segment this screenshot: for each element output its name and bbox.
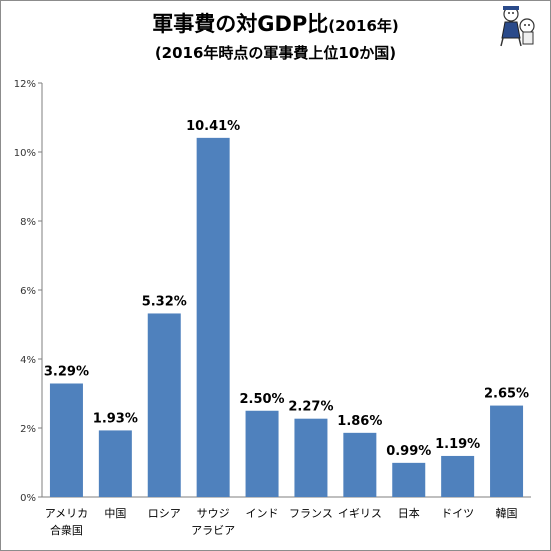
bar [196,137,230,498]
x-tick-label: イギリス [338,507,382,520]
bar [441,455,475,497]
bar [392,462,426,497]
bars-group [49,137,524,498]
x-tick-label: 中国 [104,507,126,520]
y-tick-label: 4% [20,355,36,366]
y-tick-label: 8% [20,217,36,228]
y-tick-label: 6% [20,286,36,297]
x-tick-label: 韓国 [496,507,518,520]
x-tick-label: インド [246,507,279,520]
bar [49,383,83,497]
data-label: 10.41% [186,119,240,134]
bar [490,405,524,497]
data-label: 2.27% [288,400,333,415]
bar [245,410,279,497]
x-tick-label: ロシア [148,507,181,520]
chart-title-main: 軍事費の対GDP比 [152,12,329,36]
chart-subtitle: (2016年時点の軍事費上位10か国) [154,44,397,62]
data-labels-group: 3.29% 1.93% 5.32% 10.41% 2.50% 2.27% 1.86% 0.99… [44,119,529,459]
chart-title-suffix: (2016年) [328,17,399,35]
data-label: 1.19% [435,437,480,452]
data-label: 0.99% [386,444,431,459]
bar [294,418,328,497]
data-label: 1.86% [337,414,382,429]
mascot-icon [500,6,535,47]
bar [147,313,181,497]
chart-title: 軍事費の対GDP比(2016年) [0,8,551,38]
y-tick-label: 2% [20,424,36,435]
bar [98,430,132,497]
y-tick-label: 12% [14,79,36,90]
y-tick-label: 10% [14,148,36,159]
x-tick-label: フランス [289,507,333,520]
x-tick-label: アメリカ合衆国 [45,507,88,537]
x-tick-label: 日本 [398,506,420,520]
data-label: 3.29% [44,364,89,379]
data-label: 1.93% [93,411,138,426]
data-label: 5.32% [142,294,187,309]
x-tick-label: ドイツ [441,507,474,520]
x-tick-label: サウジアラビア [191,507,235,537]
bar [343,432,377,497]
data-label: 2.50% [239,392,284,407]
data-label: 2.65% [484,387,529,402]
y-tick-label: 0% [20,493,36,504]
